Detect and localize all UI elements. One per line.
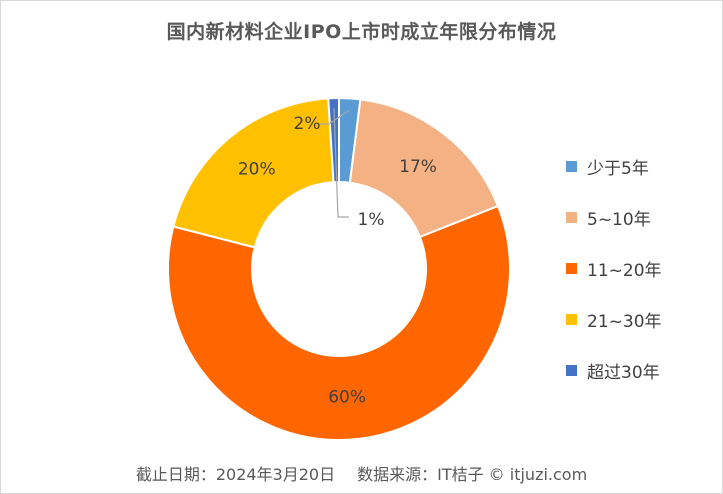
- legend-swatch-11to20: [566, 263, 577, 274]
- data-label-21to30: 20%: [238, 160, 276, 180]
- data-label-gt30: 1%: [358, 210, 385, 230]
- data-label-lt5: 2%: [294, 114, 321, 134]
- footer-source: 数据来源：IT桔子 © itjuzi.com: [357, 465, 588, 484]
- legend-swatch-5to10: [566, 212, 577, 223]
- legend-swatch-lt5: [566, 161, 577, 172]
- slice-11to20: [167, 204, 511, 441]
- legend-label-gt30: 超过30年: [587, 363, 660, 383]
- legend-label-5to10: 5~10年: [587, 210, 651, 230]
- data-label-11to20: 60%: [328, 388, 366, 408]
- legend-swatch-gt30: [566, 365, 577, 376]
- leader-line-lt5: [317, 109, 350, 125]
- legend-label-11to20: 11~20年: [587, 261, 662, 281]
- slice-21to30: [172, 97, 335, 249]
- footer: 截止日期：2024年3月20日 数据来源：IT桔子 © itjuzi.com: [1, 461, 722, 485]
- slice-5to10: [348, 98, 500, 239]
- legend-item-11to20: 11~20年: [566, 243, 662, 294]
- chart-title: 国内新材料企业IPO上市时成立年限分布情况: [166, 21, 557, 43]
- legend-item-gt30: 超过30年: [566, 345, 662, 396]
- leader-line-gt30: [333, 108, 349, 218]
- data-label-5to10: 17%: [399, 157, 437, 177]
- legend-item-5to10: 5~10年: [566, 192, 662, 243]
- legend-swatch-21to30: [566, 314, 577, 325]
- footer-date: 截止日期：2024年3月20日: [135, 465, 336, 484]
- legend-item-21to30: 21~30年: [566, 294, 662, 345]
- legend: 少于5年 5~10年 11~20年 21~30年 超过30年: [566, 141, 662, 396]
- legend-label-21to30: 21~30年: [587, 312, 662, 332]
- legend-label-lt5: 少于5年: [587, 159, 649, 179]
- legend-item-lt5: 少于5年: [566, 141, 662, 192]
